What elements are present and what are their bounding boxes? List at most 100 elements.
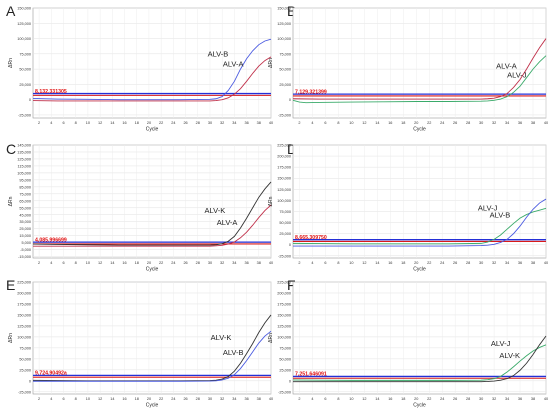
y-axis-title: ΔRn (8, 196, 14, 206)
curve-label: ALV-K (499, 351, 520, 360)
x-tick-label: 6 (324, 121, 326, 125)
y-tick-label: 100,000 (17, 335, 31, 339)
x-tick-label: 40 (269, 121, 273, 125)
x-tick-label: 22 (159, 261, 163, 265)
y-tick-label: 50,000 (279, 68, 291, 72)
series-line-alv-a (292, 38, 547, 100)
y-axis-title: ΔRn (268, 58, 274, 68)
x-tick-label: 16 (122, 261, 126, 265)
x-tick-label: 14 (375, 261, 379, 265)
x-tick-label: 14 (375, 121, 379, 125)
x-tick-label: 4 (50, 261, 52, 265)
curve-label: ALV-K (211, 333, 232, 342)
x-tick-label: 2 (298, 397, 300, 401)
x-tick-label: 32 (220, 397, 224, 401)
x-axis-title: Cycle (413, 127, 426, 133)
y-tick-label: 50,000 (19, 68, 31, 72)
x-tick-label: 12 (362, 397, 366, 401)
y-tick-label: 25,000 (19, 368, 31, 372)
series-line-alv-j (292, 55, 547, 104)
x-tick-label: 36 (518, 121, 522, 125)
x-tick-label: 28 (196, 397, 200, 401)
x-tick-label: 32 (492, 397, 496, 401)
y-tick-label: 125,000 (277, 22, 291, 26)
x-tick-label: 34 (505, 121, 509, 125)
x-tick-label: 10 (349, 261, 353, 265)
x-tick-label: 36 (244, 397, 248, 401)
y-tick-label: -25,000 (18, 390, 31, 394)
threshold-label: 8,665.309750 (295, 235, 327, 241)
y-tick-label: -25,000 (18, 113, 31, 117)
y-tick-label: 0 (289, 243, 291, 247)
curve-label: ALV-A (217, 218, 238, 227)
x-tick-label: 10 (349, 397, 353, 401)
y-tick-label: 50,000 (279, 221, 291, 225)
series-line-alv-b (33, 330, 272, 382)
x-tick-label: 2 (298, 261, 300, 265)
x-tick-label: 28 (466, 397, 470, 401)
threshold-label: 9,724.90492a (35, 371, 67, 377)
x-tick-label: 34 (505, 261, 509, 265)
x-tick-label: 40 (544, 121, 548, 125)
x-tick-label: 30 (479, 121, 483, 125)
y-tick-label: 105,000 (17, 171, 31, 175)
x-tick-label: 2 (38, 121, 40, 125)
panel-e: E -25,000 0 25,000 50,000 75,000 100,000 125,00… (6, 277, 273, 409)
x-tick-label: 22 (427, 261, 431, 265)
x-tick-label: 12 (362, 261, 366, 265)
x-tick-label: 16 (122, 397, 126, 401)
y-tick-label: 25,000 (19, 227, 31, 231)
x-tick-label: 6 (324, 261, 326, 265)
x-tick-label: 10 (86, 261, 90, 265)
y-tick-label: 0 (289, 98, 291, 102)
y-tick-label: 100,000 (17, 37, 31, 41)
y-tick-label: 25,000 (279, 368, 291, 372)
y-tick-label: 25,000 (279, 83, 291, 87)
x-tick-label: 18 (135, 121, 139, 125)
y-tick-label: 150,000 (17, 313, 31, 317)
curve-label: ALV-J (478, 204, 498, 213)
y-axis-title: ΔRn (268, 333, 274, 343)
x-tick-label: 4 (311, 121, 313, 125)
x-tick-label: 28 (196, 261, 200, 265)
x-tick-label: 10 (86, 397, 90, 401)
panel-c: C -15,000 -5,000 5,000 15,000 25,000 35,000 45,… (6, 141, 273, 273)
y-tick-label: -25,000 (278, 254, 291, 258)
x-tick-label: 28 (466, 261, 470, 265)
y-tick-label: 65,000 (19, 199, 31, 203)
x-tick-label: 40 (269, 261, 273, 265)
series-line-alv-a (33, 204, 272, 247)
x-tick-label: 6 (62, 121, 64, 125)
panel-letter: B (287, 3, 296, 19)
y-tick-label: 15,000 (19, 234, 31, 238)
x-tick-label: 38 (257, 261, 261, 265)
x-tick-label: 22 (159, 121, 163, 125)
x-tick-label: 12 (98, 121, 102, 125)
y-tick-label: 150,000 (277, 7, 291, 11)
y-tick-label: 125,000 (17, 22, 31, 26)
x-tick-label: 20 (414, 397, 418, 401)
x-tick-label: 30 (208, 397, 212, 401)
x-tick-label: 28 (196, 121, 200, 125)
y-tick-label: 75,000 (19, 192, 31, 196)
y-tick-label: 0 (29, 98, 31, 102)
x-tick-label: 24 (440, 121, 444, 125)
curve-label: ALV-J (491, 339, 511, 348)
y-tick-label: 85,000 (19, 185, 31, 189)
y-axis-title: ΔRn (268, 196, 274, 206)
y-tick-label: 150,000 (17, 7, 31, 11)
x-tick-label: 14 (110, 261, 114, 265)
y-tick-label: 175,000 (17, 302, 31, 306)
y-tick-label: 200,000 (17, 291, 31, 295)
y-tick-label: 135,000 (17, 150, 31, 154)
y-tick-label: 200,000 (277, 155, 291, 159)
curve-label: ALV-B (208, 49, 229, 58)
x-axis-title: Cycle (146, 127, 159, 133)
y-tick-label: 175,000 (277, 166, 291, 170)
panel-letter: F (287, 277, 296, 293)
x-tick-label: 10 (349, 121, 353, 125)
x-tick-label: 4 (311, 397, 313, 401)
x-tick-label: 6 (324, 397, 326, 401)
x-tick-label: 26 (183, 121, 187, 125)
x-tick-label: 20 (147, 121, 151, 125)
